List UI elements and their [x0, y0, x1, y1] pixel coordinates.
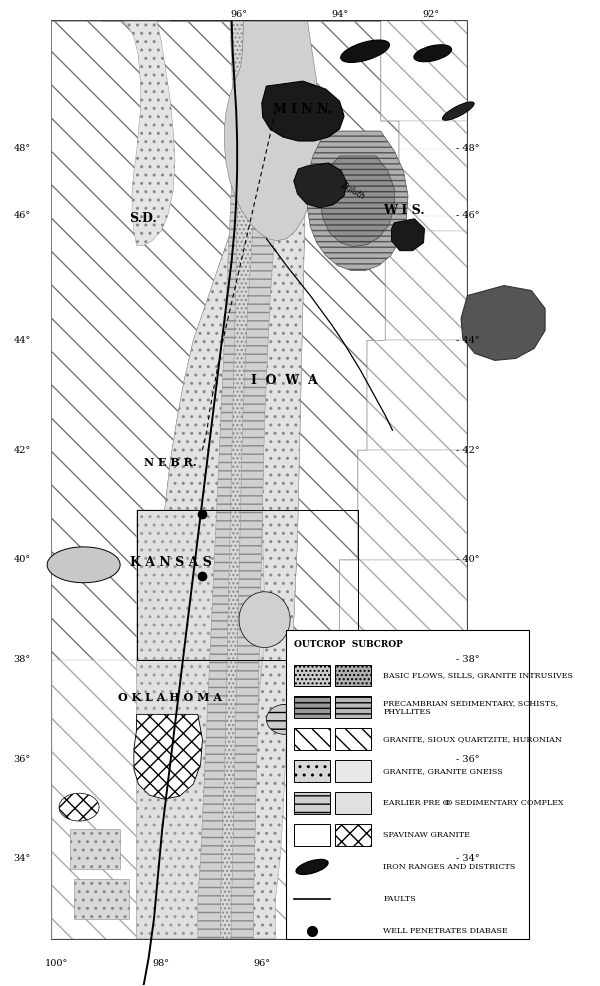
- Polygon shape: [52, 560, 102, 660]
- Text: GRANITE, GRANITE GNEISS: GRANITE, GRANITE GNEISS: [383, 767, 503, 775]
- Text: SPAVINAW GRANITE: SPAVINAW GRANITE: [383, 831, 470, 839]
- Bar: [52, 22, 467, 939]
- Text: - 36°: - 36°: [457, 754, 480, 764]
- Polygon shape: [137, 510, 265, 899]
- Polygon shape: [340, 560, 467, 660]
- Text: - 38°: - 38°: [457, 655, 480, 664]
- Text: 34°: 34°: [13, 855, 31, 864]
- Polygon shape: [212, 22, 262, 939]
- Polygon shape: [52, 121, 193, 231]
- Polygon shape: [239, 592, 290, 648]
- Text: PRECAMBRIAN SEDIMENTARY, SCHISTS, PHYLLITES: PRECAMBRIAN SEDIMENTARY, SCHISTS, PHYLLI…: [383, 699, 559, 716]
- Polygon shape: [102, 22, 175, 246]
- Text: 100°: 100°: [44, 958, 68, 967]
- Text: Duluth: Duluth: [340, 180, 366, 201]
- Polygon shape: [47, 547, 120, 583]
- Bar: [294, 792, 331, 814]
- Polygon shape: [367, 340, 467, 451]
- Text: EARLIER PRE ↂ SEDIMENTARY COMPLEX: EARLIER PRE ↂ SEDIMENTARY COMPLEX: [383, 799, 564, 808]
- Text: I  O  W  A: I O W A: [251, 374, 318, 387]
- Polygon shape: [74, 879, 130, 919]
- Polygon shape: [320, 156, 394, 246]
- Polygon shape: [137, 22, 308, 939]
- Bar: [286, 630, 529, 939]
- Polygon shape: [52, 340, 125, 451]
- Text: 96°: 96°: [253, 958, 271, 967]
- Polygon shape: [59, 793, 99, 821]
- Text: OUTCROP  SUBCROP: OUTCROP SUBCROP: [294, 640, 403, 649]
- Polygon shape: [262, 81, 344, 141]
- Text: K A N S A S: K A N S A S: [130, 556, 211, 569]
- Text: 46°: 46°: [14, 211, 31, 220]
- Bar: [294, 696, 331, 719]
- Text: 98°: 98°: [153, 958, 170, 967]
- Text: 48°: 48°: [14, 145, 31, 154]
- Polygon shape: [385, 231, 467, 340]
- Text: 96°: 96°: [230, 10, 247, 20]
- Bar: [294, 760, 331, 782]
- Polygon shape: [184, 22, 284, 939]
- Text: 38°: 38°: [14, 655, 31, 664]
- Polygon shape: [52, 22, 253, 939]
- Text: GRANITE, SIOUX QUARTZITE, HURONIAN: GRANITE, SIOUX QUARTZITE, HURONIAN: [383, 736, 562, 743]
- Polygon shape: [358, 451, 467, 560]
- Ellipse shape: [296, 860, 328, 875]
- Text: WELL PENETRATES DIABASE: WELL PENETRATES DIABASE: [383, 927, 508, 935]
- Text: IRON RANGES AND DISTRICTS: IRON RANGES AND DISTRICTS: [383, 863, 516, 871]
- Text: BASIC FLOWS, SILLS, GRANITE INTRUSIVES: BASIC FLOWS, SILLS, GRANITE INTRUSIVES: [383, 671, 574, 679]
- Bar: [294, 665, 331, 686]
- Polygon shape: [52, 660, 83, 759]
- Polygon shape: [392, 219, 424, 250]
- Text: S.D.: S.D.: [129, 212, 157, 225]
- Polygon shape: [224, 22, 319, 241]
- Bar: [335, 792, 371, 814]
- Polygon shape: [340, 660, 467, 759]
- Polygon shape: [307, 131, 408, 270]
- Polygon shape: [275, 22, 399, 939]
- Bar: [294, 824, 331, 846]
- Bar: [335, 760, 371, 782]
- Text: M I N N.: M I N N.: [274, 103, 332, 115]
- Ellipse shape: [414, 44, 452, 62]
- Bar: [294, 729, 331, 750]
- Polygon shape: [461, 286, 545, 360]
- Text: 92°: 92°: [422, 10, 439, 20]
- Text: N E B R.: N E B R.: [144, 457, 197, 467]
- Polygon shape: [70, 829, 120, 869]
- Polygon shape: [266, 704, 303, 735]
- Text: 44°: 44°: [13, 336, 31, 345]
- Bar: [335, 696, 371, 719]
- Text: 36°: 36°: [14, 754, 31, 764]
- Text: - 48°: - 48°: [457, 145, 480, 154]
- Ellipse shape: [341, 40, 389, 62]
- Polygon shape: [399, 121, 467, 231]
- Ellipse shape: [442, 102, 474, 120]
- Polygon shape: [137, 660, 262, 939]
- Text: FAULTS: FAULTS: [383, 895, 416, 903]
- Text: - 34°: - 34°: [457, 855, 480, 864]
- Text: 42°: 42°: [13, 446, 31, 455]
- Text: O K L A H O M A: O K L A H O M A: [118, 692, 223, 703]
- Text: 40°: 40°: [14, 555, 31, 564]
- Polygon shape: [52, 22, 170, 121]
- Bar: [335, 824, 371, 846]
- Polygon shape: [134, 715, 202, 799]
- Polygon shape: [380, 22, 467, 121]
- Text: - 42°: - 42°: [457, 446, 480, 455]
- Polygon shape: [52, 231, 152, 340]
- Bar: [335, 729, 371, 750]
- Bar: [335, 665, 371, 686]
- Polygon shape: [294, 163, 347, 208]
- Text: - 44°: - 44°: [457, 336, 480, 345]
- Polygon shape: [52, 451, 102, 560]
- Text: W I S.: W I S.: [383, 204, 424, 217]
- Text: - 40°: - 40°: [457, 555, 480, 564]
- Text: 94°: 94°: [331, 10, 348, 20]
- Polygon shape: [52, 660, 340, 939]
- Text: - 46°: - 46°: [457, 211, 480, 220]
